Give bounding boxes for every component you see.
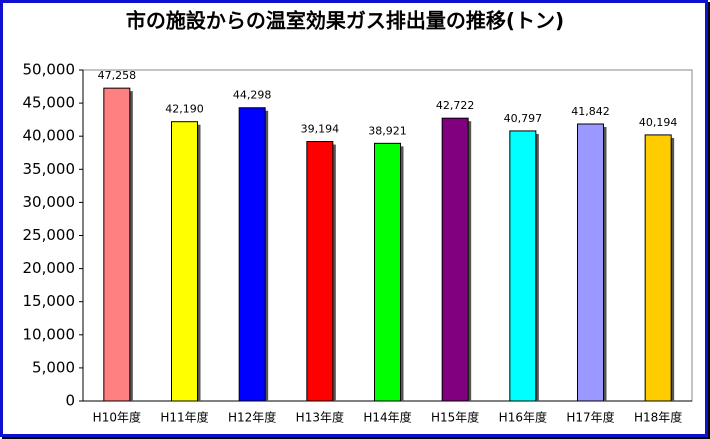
value-label: 44,298 [233,89,272,102]
x-tick-label: H10年度 [93,410,141,425]
x-tick-label: H15年度 [431,410,479,425]
value-label: 42,190 [165,103,204,116]
bar [103,87,131,402]
bar [509,130,537,402]
y-tick-label: 20,000 [23,259,76,277]
bar [238,107,266,402]
x-tick-label: H17年度 [566,410,614,425]
value-label: 41,842 [571,105,610,118]
y-tick-label: 50,000 [23,61,76,79]
bar [441,117,469,402]
x-tick-label: H16年度 [499,410,547,425]
x-tick-label: H14年度 [363,410,411,425]
x-tick-label: H18年度 [634,410,682,425]
y-tick-label: 15,000 [23,292,76,310]
x-tick-label: H11年度 [160,410,208,425]
value-label: 40,797 [504,112,543,125]
x-tick-label: H12年度 [228,410,276,425]
value-label: 38,921 [368,124,407,137]
y-tick-label: 5,000 [32,358,75,376]
value-label: 40,194 [639,116,678,129]
bar [577,123,604,402]
y-tick-label: 35,000 [23,160,76,178]
bar [171,121,198,402]
value-label: 39,194 [301,123,340,136]
value-label: 42,722 [436,99,475,112]
y-tick-label: 25,000 [23,226,76,244]
y-tick-label: 0 [65,392,75,410]
value-label: 47,258 [98,69,137,82]
bar [644,134,672,402]
chart-title: 市の施設からの温室効果ガス排出量の推移(トン) [126,9,564,33]
y-tick-label: 30,000 [23,193,76,211]
bar [306,141,334,402]
x-tick-label: H13年度 [296,410,344,425]
y-tick-label: 10,000 [23,325,76,343]
bar [374,142,401,402]
y-tick-label: 40,000 [23,127,76,145]
y-tick-label: 45,000 [23,94,76,112]
